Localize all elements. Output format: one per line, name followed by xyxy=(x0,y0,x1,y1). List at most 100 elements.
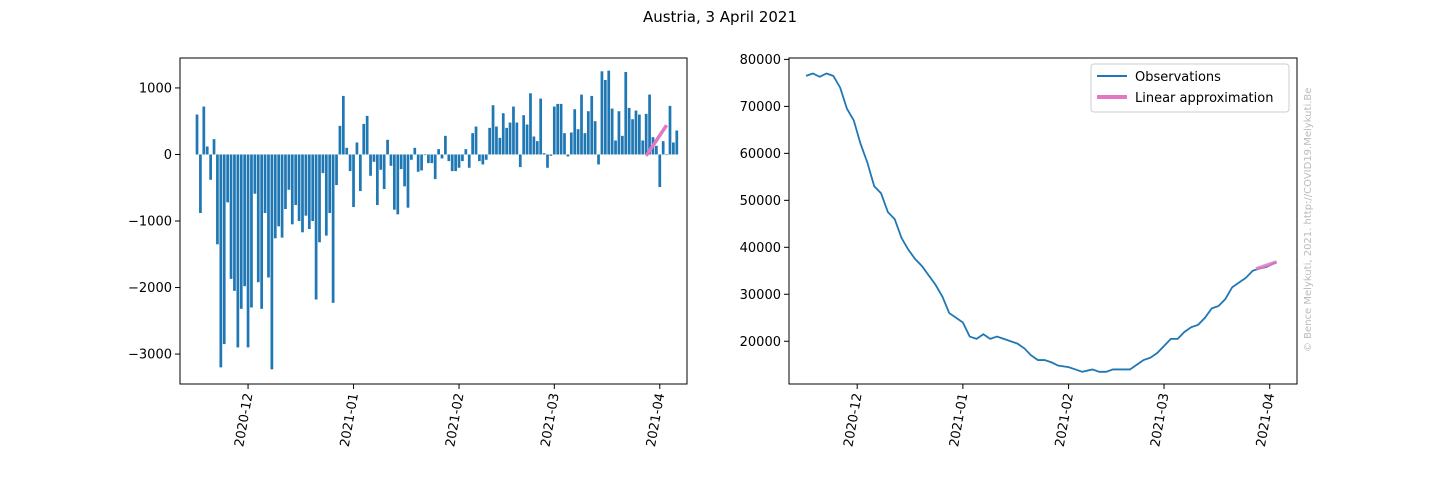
chart0-ytick-label: 1000 xyxy=(139,81,172,96)
bar xyxy=(481,154,485,165)
bar xyxy=(559,103,563,155)
chart1-xtick-label: 2021-03 xyxy=(1148,392,1172,448)
bar xyxy=(484,154,488,160)
bar xyxy=(311,154,315,221)
chart1-ytick-label: 50000 xyxy=(740,194,781,209)
bar xyxy=(379,154,383,170)
bar xyxy=(614,140,617,155)
bar xyxy=(440,154,444,159)
chart1-xtick-label: 2021-02 xyxy=(1053,392,1077,448)
bar xyxy=(205,146,209,155)
chart1-ytick-label: 40000 xyxy=(740,241,781,256)
bar xyxy=(501,113,505,155)
bar xyxy=(620,135,624,155)
chart0-xtick-label: 2021-03 xyxy=(539,392,563,448)
y-axis-ticks: 20000 30000 40000 50000 60000 70000 80000 xyxy=(740,53,789,350)
bar xyxy=(648,94,651,155)
credit-text: © Bence Melykuti, 2021. http://COVID19.M… xyxy=(1303,88,1314,352)
bar xyxy=(253,154,257,194)
x-axis-ticks: 2020-12 2021-01 2021-02 2021-03 2021-04 xyxy=(232,384,668,448)
bar xyxy=(638,114,641,155)
bar xyxy=(607,70,611,155)
bar xyxy=(307,154,311,229)
bar xyxy=(580,94,583,155)
bar xyxy=(226,154,229,203)
bar xyxy=(328,154,332,214)
bar xyxy=(478,154,481,162)
bar xyxy=(617,111,621,155)
bar xyxy=(563,133,566,155)
bar xyxy=(586,111,590,155)
bar xyxy=(362,123,366,155)
bar xyxy=(294,154,298,206)
bar xyxy=(661,141,665,155)
bar xyxy=(410,154,413,160)
bar xyxy=(447,154,451,162)
bar xyxy=(427,154,430,164)
bar xyxy=(314,154,318,300)
bar xyxy=(263,154,267,214)
bar xyxy=(542,153,546,155)
bar xyxy=(569,132,573,155)
chart1-ytick-label: 30000 xyxy=(740,288,781,303)
chart0-ytick-label: −3000 xyxy=(128,348,172,363)
bar xyxy=(495,126,498,155)
bar xyxy=(576,129,580,155)
bar xyxy=(403,154,406,187)
bar xyxy=(335,154,338,186)
bar xyxy=(219,154,223,368)
bar xyxy=(508,122,512,155)
bar xyxy=(331,154,335,303)
bar xyxy=(236,154,240,348)
bar xyxy=(396,154,400,215)
bar xyxy=(382,154,386,190)
bar xyxy=(199,154,202,214)
bar xyxy=(539,98,543,155)
bar xyxy=(454,154,457,172)
chart1-xtick-label: 2021-01 xyxy=(947,392,971,448)
bar xyxy=(413,147,417,155)
bar xyxy=(430,154,434,164)
plot-frame xyxy=(788,57,1298,385)
bar xyxy=(229,154,233,279)
bar xyxy=(668,105,672,155)
bar xyxy=(352,154,355,208)
bar xyxy=(345,147,349,155)
figure-title: Austria, 3 April 2021 xyxy=(643,8,797,26)
bar xyxy=(433,154,437,180)
bar xyxy=(573,109,577,155)
chart0-ytick-label: 0 xyxy=(164,148,172,163)
linear-approximation-line xyxy=(1255,260,1278,271)
bar xyxy=(358,154,362,192)
bar xyxy=(233,154,236,291)
bar xyxy=(457,154,461,168)
bar xyxy=(437,149,440,155)
bar xyxy=(324,154,328,236)
bar xyxy=(355,142,359,155)
bar xyxy=(535,141,539,155)
bar xyxy=(665,154,668,156)
bar xyxy=(270,154,274,370)
bar xyxy=(195,114,199,155)
bar xyxy=(284,154,287,210)
bar xyxy=(406,154,410,208)
bar xyxy=(222,154,226,345)
bar xyxy=(202,106,206,155)
bar xyxy=(556,103,560,155)
chart1-xtick-label: 2021-04 xyxy=(1254,392,1278,448)
bar xyxy=(318,154,321,243)
bar xyxy=(365,115,369,155)
linear-approximation-line xyxy=(644,124,669,157)
bar xyxy=(491,105,495,155)
bar xyxy=(212,139,216,155)
bar xyxy=(610,108,614,155)
chart0-xtick-label: 2021-01 xyxy=(338,392,362,448)
bar xyxy=(522,115,526,155)
bar xyxy=(597,154,600,165)
bar xyxy=(546,154,549,168)
bar xyxy=(631,119,634,155)
bar xyxy=(675,130,679,155)
bar-series xyxy=(195,70,679,370)
bar xyxy=(444,135,447,155)
